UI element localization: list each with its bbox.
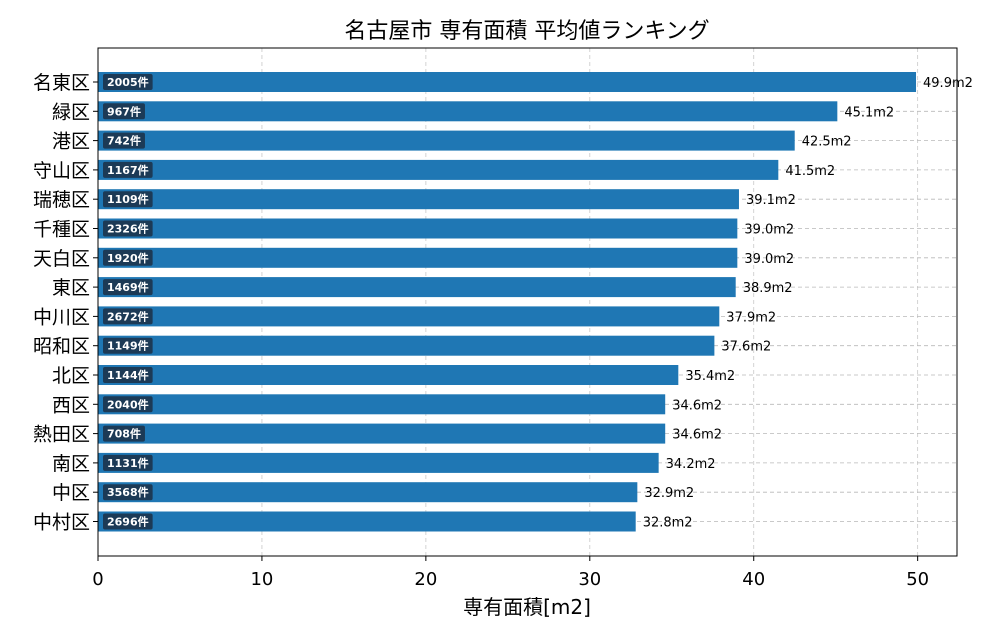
value-label-3: 41.5m2 bbox=[785, 164, 835, 179]
count-label-13: 1131件 bbox=[107, 456, 149, 470]
value-label-2: 42.5m2 bbox=[802, 135, 852, 150]
bar-3 bbox=[98, 159, 779, 180]
count-badge-8 bbox=[103, 308, 153, 325]
bar-0 bbox=[98, 72, 917, 92]
y-tick-label-15: 中村区 bbox=[33, 512, 90, 534]
count-badge-0 bbox=[103, 74, 153, 90]
x-tick-label-5: 50 bbox=[906, 569, 929, 590]
count-badge-1 bbox=[103, 103, 145, 120]
value-label-15: 32.8m2 bbox=[643, 516, 693, 531]
count-label-6: 1920件 bbox=[107, 251, 149, 265]
count-badge-2 bbox=[103, 132, 145, 149]
y-tick-label-9: 昭和区 bbox=[33, 336, 90, 358]
y-tick-label-1: 緑区 bbox=[52, 101, 90, 123]
count-badge-4 bbox=[103, 191, 153, 208]
value-label-8: 37.9m2 bbox=[726, 310, 776, 325]
x-tick-label-2: 20 bbox=[414, 569, 437, 590]
count-badge-10 bbox=[103, 367, 153, 383]
count-badge-12 bbox=[103, 425, 145, 442]
value-label-5: 39.0m2 bbox=[744, 223, 794, 238]
axes-group: 名東区緑区港区守山区瑞穂区千種区天白区東区中川区昭和区北区西区熱田区南区中区中村… bbox=[33, 72, 929, 590]
count-badge-15 bbox=[103, 513, 153, 530]
chart-title: 名古屋市 専有面積 平均値ランキング bbox=[344, 19, 709, 44]
bar-8 bbox=[98, 306, 720, 327]
count-label-3: 1167件 bbox=[107, 163, 149, 177]
count-label-5: 2326件 bbox=[107, 222, 149, 236]
y-tick-label-8: 中川区 bbox=[33, 306, 90, 328]
x-tick-label-3: 30 bbox=[578, 569, 601, 590]
y-tick-label-13: 南区 bbox=[52, 453, 90, 475]
bar-7 bbox=[98, 277, 736, 298]
count-badge-6 bbox=[103, 249, 153, 266]
y-tick-label-4: 瑞穂区 bbox=[33, 189, 90, 211]
count-label-9: 1149件 bbox=[107, 339, 149, 353]
count-label-14: 3568件 bbox=[107, 485, 149, 499]
value-label-0: 49.9m2 bbox=[923, 76, 973, 91]
y-tick-label-14: 中区 bbox=[52, 482, 90, 504]
count-badge-7 bbox=[103, 279, 153, 296]
bar-12 bbox=[98, 423, 666, 444]
count-label-0: 2005件 bbox=[107, 75, 149, 89]
count-badge-13 bbox=[103, 454, 153, 471]
y-tick-label-2: 港区 bbox=[52, 131, 90, 153]
bar-10 bbox=[98, 365, 679, 385]
count-label-12: 708件 bbox=[107, 427, 141, 441]
count-label-1: 967件 bbox=[107, 104, 141, 118]
bar-15 bbox=[98, 511, 636, 532]
bar-9 bbox=[98, 335, 715, 356]
count-badge-11 bbox=[103, 396, 153, 413]
count-label-4: 1109件 bbox=[107, 192, 149, 206]
bar-6 bbox=[98, 247, 738, 268]
bar-2 bbox=[98, 130, 795, 151]
value-label-6: 39.0m2 bbox=[744, 252, 794, 267]
value-label-10: 35.4m2 bbox=[685, 369, 735, 384]
value-label-9: 37.6m2 bbox=[721, 340, 771, 355]
x-tick-label-4: 40 bbox=[742, 569, 765, 590]
bar-1 bbox=[98, 101, 838, 122]
y-tick-label-6: 天白区 bbox=[33, 248, 90, 270]
y-tick-label-11: 西区 bbox=[52, 394, 90, 416]
bar-4 bbox=[98, 189, 739, 210]
count-badge-5 bbox=[103, 220, 153, 237]
count-badge-9 bbox=[103, 337, 153, 354]
value-label-14: 32.9m2 bbox=[644, 486, 694, 501]
bar-5 bbox=[98, 218, 738, 239]
count-label-11: 2040件 bbox=[107, 397, 149, 411]
count-badge-3 bbox=[103, 161, 153, 178]
count-label-8: 2672件 bbox=[107, 309, 149, 323]
bar-11 bbox=[98, 394, 666, 415]
plot-frame bbox=[97, 47, 958, 557]
value-label-13: 34.2m2 bbox=[666, 457, 716, 472]
x-axis-label: 専有面積[m2] bbox=[463, 595, 591, 619]
count-label-7: 1469件 bbox=[107, 280, 149, 294]
bar-13 bbox=[98, 452, 659, 473]
value-label-7: 38.9m2 bbox=[743, 281, 793, 296]
y-tick-label-12: 熱田区 bbox=[33, 424, 90, 446]
y-tick-label-7: 東区 bbox=[52, 277, 90, 299]
y-tick-label-0: 名東区 bbox=[33, 72, 90, 94]
count-label-2: 742件 bbox=[107, 134, 141, 148]
y-tick-label-5: 千種区 bbox=[33, 219, 90, 241]
value-label-4: 39.1m2 bbox=[746, 193, 796, 208]
count-label-15: 2696件 bbox=[107, 515, 149, 529]
count-label-10: 1144件 bbox=[107, 368, 149, 382]
value-label-12: 34.6m2 bbox=[672, 428, 722, 443]
value-label-11: 34.6m2 bbox=[672, 398, 722, 413]
value-label-1: 45.1m2 bbox=[844, 105, 894, 120]
grid-lines bbox=[97, 48, 957, 556]
y-tick-label-3: 守山区 bbox=[33, 160, 90, 182]
y-tick-label-10: 北区 bbox=[52, 365, 90, 387]
bar-14 bbox=[98, 482, 638, 503]
count-badge-14 bbox=[103, 484, 153, 501]
bars-group: 2005件 49.9m2 967件 45.1m2 742件 42.5m2 1167件 41.5… bbox=[98, 72, 973, 532]
x-tick-label-0: 0 bbox=[92, 569, 103, 590]
x-tick-label-1: 10 bbox=[250, 569, 273, 590]
